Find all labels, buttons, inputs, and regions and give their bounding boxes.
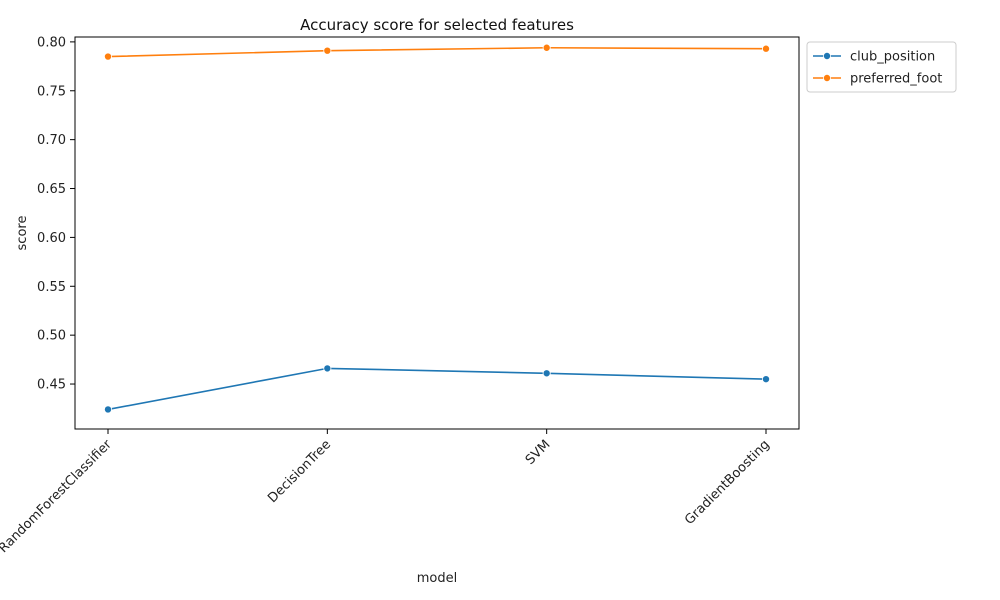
x-axis-label: model: [417, 571, 457, 586]
plot-area: [74, 36, 800, 430]
x-tick-label: SVM: [523, 437, 554, 468]
plot-frame: [74, 36, 800, 430]
series-line: [107, 46, 767, 58]
legend: club_position preferred_foot: [806, 41, 957, 93]
x-tick-label: DecisionTree: [265, 437, 334, 506]
y-tick-label: 0.75: [37, 84, 66, 99]
y-tick-label: 0.70: [37, 133, 66, 148]
y-tick-label: 0.60: [37, 231, 66, 246]
data-point: [104, 52, 113, 61]
series-line: [107, 367, 767, 411]
legend-frame: [806, 41, 957, 93]
data-point: [104, 405, 113, 414]
y-axis: 0.45 0.50 0.55 0.60 0.65 0.70 0.75 0.80: [37, 35, 75, 393]
data-point: [323, 364, 332, 373]
y-tick-label: 0.45: [37, 378, 66, 393]
legend-marker: [823, 74, 832, 83]
x-tick-label: RandomForestClassifier: [0, 437, 115, 556]
chart-title: Accuracy score for selected features: [300, 16, 574, 34]
legend-marker: [823, 52, 832, 61]
legend-label: preferred_foot: [850, 72, 942, 87]
data-point: [542, 43, 551, 52]
data-point: [542, 369, 551, 378]
y-axis-label: score: [15, 216, 30, 251]
x-tick-label: GradientBoosting: [682, 437, 773, 528]
y-tick-label: 0.50: [37, 329, 66, 344]
data-point: [323, 46, 332, 55]
y-tick-label: 0.65: [37, 182, 66, 197]
series-preferred_foot: [104, 43, 771, 61]
legend-label: club_position: [850, 50, 935, 65]
data-point: [762, 375, 771, 384]
series-layer: [104, 43, 771, 414]
data-point: [762, 44, 771, 53]
x-axis: RandomForestClassifier DecisionTree SVM Gra…: [0, 429, 773, 556]
series-club_position: [104, 364, 771, 414]
y-tick-label: 0.80: [37, 35, 66, 50]
y-tick-label: 0.55: [37, 280, 66, 295]
